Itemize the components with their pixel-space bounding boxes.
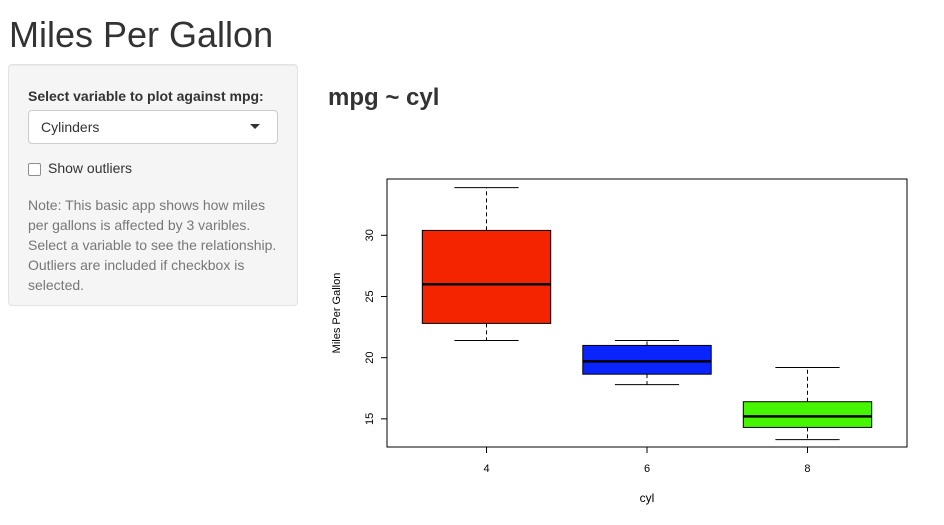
variable-select[interactable]: Cylinders [28,110,278,144]
x-axis-ticks: 4 6 8 [483,447,811,475]
iqr-box [742,401,873,428]
x-tick-label: 4 [483,463,489,475]
variable-select-label: Select variable to plot against mpg: [28,88,264,104]
y-tick-label: 20 [364,352,376,364]
y-tick-label: 25 [364,290,376,302]
show-outliers-checkbox[interactable] [28,163,41,176]
sidebar-panel: Select variable to plot against mpg: Cyl… [8,64,298,306]
caret-down-icon [250,124,260,129]
boxplot-boxes [421,187,873,441]
app-title: Miles Per Gallon [9,14,274,55]
y-tick-label: 30 [364,229,376,241]
y-axis-ticks: 15 20 25 30 [364,229,388,425]
x-tick-label: 6 [644,463,650,475]
box-cyl-6 [582,340,712,386]
variable-select-value: Cylinders [41,119,100,135]
x-tick-label: 8 [804,463,810,475]
iqr-box [582,344,712,375]
show-outliers-label[interactable]: Show outliers [48,160,133,176]
help-note: Note: This basic app shows how miles per… [28,197,277,293]
boxplot-chart: 15 20 25 30 4 6 8 cyl Miles Per Gallon [331,178,908,505]
plot-title: mpg ~ cyl [328,84,440,111]
iqr-box [421,229,552,324]
y-axis-label: Miles Per Gallon [331,273,343,354]
y-tick-label: 15 [364,413,376,425]
box-cyl-4 [421,187,552,342]
x-axis-label: cyl [640,491,655,505]
box-cyl-8 [742,366,873,441]
